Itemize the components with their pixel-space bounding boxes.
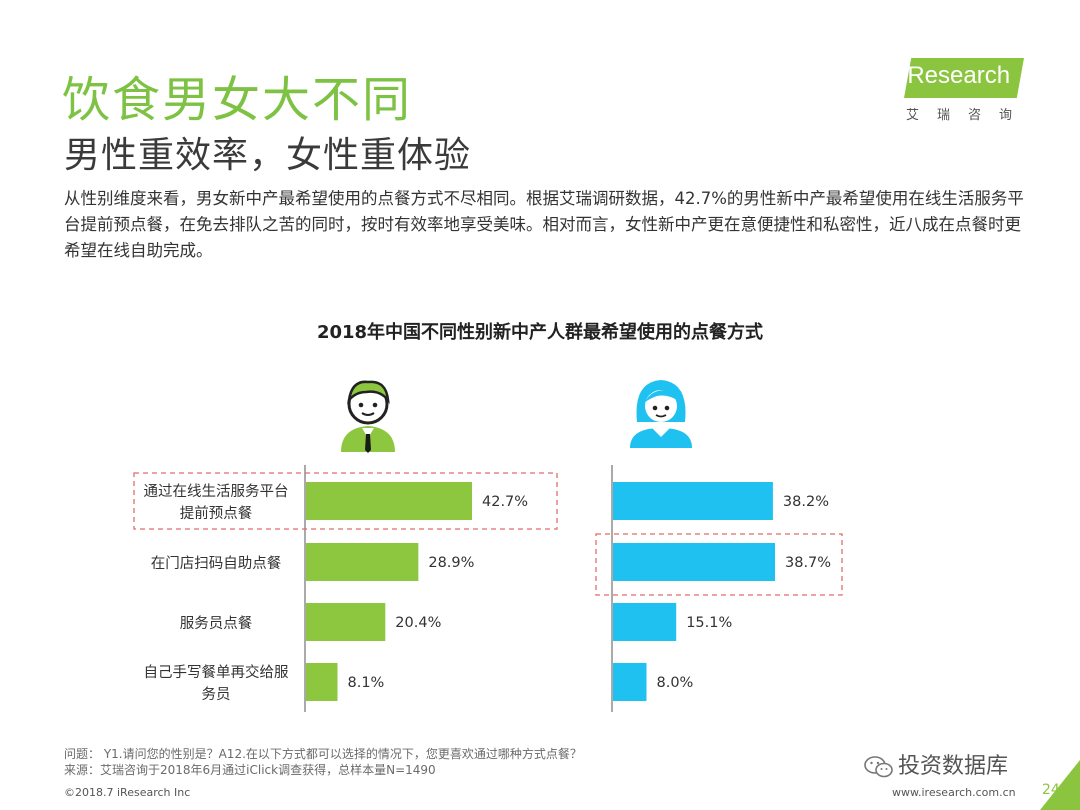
logo-brand: iResearch bbox=[902, 62, 1011, 89]
watermark-text: 投资数据库 bbox=[898, 754, 1009, 779]
female-avatar-icon bbox=[630, 380, 692, 448]
female-bar bbox=[613, 663, 647, 701]
male-value-label: 20.4% bbox=[395, 615, 441, 631]
female-value-label: 38.2% bbox=[783, 494, 829, 510]
male-bar bbox=[306, 543, 419, 581]
female-bar bbox=[613, 603, 677, 641]
category-label: 自己手写餐单再交给服 bbox=[144, 663, 289, 681]
male-highlight-box bbox=[133, 472, 558, 530]
page-number: 24 bbox=[1042, 782, 1060, 798]
category-label: 通过在线生活服务平台 bbox=[144, 483, 289, 500]
footer-source: 来源：艾瑞咨询于2018年6月通过iClick调查获得，总样本量N=1490 bbox=[64, 763, 436, 777]
female-value-label: 8.0% bbox=[656, 675, 693, 691]
category-label: 在门店扫码自助点餐 bbox=[151, 555, 282, 572]
male-bar bbox=[306, 482, 472, 520]
female-value-label: 15.1% bbox=[686, 615, 732, 631]
intro-paragraph: 从性别维度来看，男女新中产最希望使用的点餐方式不尽相同。根据艾瑞调研数据，42.… bbox=[64, 189, 1024, 260]
male-avatar-icon bbox=[341, 380, 395, 453]
logo-brand-cn: 艾瑞咨询 bbox=[906, 108, 1031, 123]
logo-badge bbox=[904, 58, 1024, 98]
female-bar bbox=[613, 482, 773, 520]
page-title: 饮食男女大不同 bbox=[62, 72, 413, 128]
copyright: ©2018.7 iResearch Inc bbox=[64, 786, 191, 799]
male-bar bbox=[306, 603, 386, 641]
footer-notes: 问题： Y1.请问您的性别是？A12.在以下方式都可以选择的情况下，您更喜欢通过… bbox=[64, 746, 582, 778]
category-label: 务员 bbox=[202, 686, 231, 703]
male-value-label: 28.9% bbox=[428, 555, 474, 571]
chart-title: 2018年中国不同性别新中产人群最希望使用的点餐方式 bbox=[316, 322, 764, 343]
iresearch-logo: iResearch 艾瑞咨询 bbox=[890, 56, 1040, 126]
page-subtitle: 男性重效率，女性重体验 bbox=[64, 135, 472, 176]
wechat-icon bbox=[864, 756, 893, 778]
category-label: 提前预点餐 bbox=[180, 505, 253, 522]
male-value-label: 42.7% bbox=[482, 494, 528, 510]
female-value-label: 38.7% bbox=[785, 555, 831, 571]
category-label: 服务员点餐 bbox=[180, 615, 253, 632]
website: www.iresearch.com.cn bbox=[892, 786, 1016, 799]
male-bar bbox=[306, 663, 338, 701]
male-value-label: 8.1% bbox=[347, 675, 384, 691]
female-bar bbox=[613, 543, 775, 581]
wechat-watermark: 投资数据库 bbox=[864, 748, 1008, 780]
footer-question: 问题： Y1.请问您的性别是？A12.在以下方式都可以选择的情况下，您更喜欢通过… bbox=[64, 747, 582, 761]
